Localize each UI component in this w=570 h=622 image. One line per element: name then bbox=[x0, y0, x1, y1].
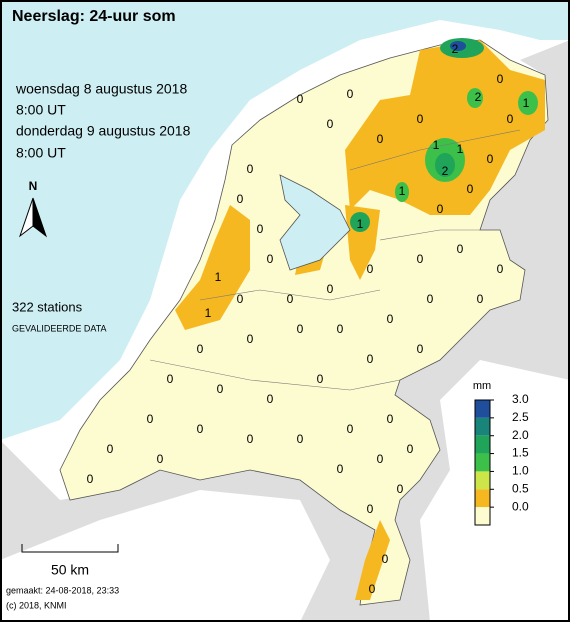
station-value: 0 bbox=[237, 292, 244, 306]
legend-tick-label: 2.5 bbox=[512, 410, 529, 424]
title: Neerslag: 24-uur som bbox=[12, 8, 176, 25]
station-value: 0 bbox=[407, 442, 414, 456]
legend-unit: mm bbox=[473, 380, 491, 392]
station-value: 0 bbox=[267, 392, 274, 406]
start-time: 8:00 UT bbox=[16, 102, 66, 118]
station-value: 1 bbox=[357, 217, 364, 231]
legend-swatch bbox=[475, 489, 490, 508]
legend-swatch bbox=[475, 471, 490, 490]
station-value: 0 bbox=[417, 342, 424, 356]
end-time: 8:00 UT bbox=[16, 145, 66, 161]
station-value: 0 bbox=[347, 87, 354, 101]
station-value: 0 bbox=[197, 342, 204, 356]
legend-tick-label: 1.0 bbox=[512, 464, 529, 478]
station-value: 0 bbox=[347, 422, 354, 436]
station-value: 0 bbox=[369, 582, 376, 596]
legend-tick-label: 1.5 bbox=[512, 446, 529, 460]
station-value: 0 bbox=[487, 152, 494, 166]
station-value: 0 bbox=[197, 422, 204, 436]
station-value: 1 bbox=[399, 184, 406, 198]
compass-label: N bbox=[29, 179, 38, 193]
station-value: 0 bbox=[497, 262, 504, 276]
legend-tick-label: 3.0 bbox=[512, 392, 529, 406]
station-value: 0 bbox=[157, 452, 164, 466]
station-value: 0 bbox=[437, 202, 444, 216]
station-value: 0 bbox=[247, 432, 254, 446]
legend-tick-label: 2.0 bbox=[512, 428, 529, 442]
legend-frame bbox=[474, 399, 491, 526]
station-value: 0 bbox=[297, 322, 304, 336]
station-value: 0 bbox=[382, 552, 389, 566]
legend-swatch bbox=[475, 507, 490, 525]
station-value: 0 bbox=[417, 112, 424, 126]
legend-tick-label: 0.0 bbox=[512, 499, 529, 513]
station-value: 0 bbox=[457, 242, 464, 256]
station-value: 0 bbox=[247, 162, 254, 176]
station-value: 2 bbox=[442, 164, 449, 178]
station-value: 2 bbox=[475, 90, 482, 104]
data-status: GEVALIDEERDE DATA bbox=[12, 323, 107, 333]
station-value: 0 bbox=[237, 192, 244, 206]
station-value: 0 bbox=[257, 222, 264, 236]
station-value: 0 bbox=[297, 92, 304, 106]
station-value: 0 bbox=[467, 182, 474, 196]
station-value: 1 bbox=[215, 270, 222, 284]
station-value: 0 bbox=[477, 292, 484, 306]
station-value: 0 bbox=[397, 482, 404, 496]
station-value: 0 bbox=[107, 442, 114, 456]
station-value: 0 bbox=[217, 382, 224, 396]
station-value: 0 bbox=[267, 252, 274, 266]
scale-bar bbox=[21, 544, 119, 553]
station-value: 0 bbox=[147, 412, 154, 426]
footer-made: gemaakt: 24-08-2018, 23:33 bbox=[6, 585, 119, 595]
station-value: 0 bbox=[367, 262, 374, 276]
station-value: 0 bbox=[387, 412, 394, 426]
station-value: 1 bbox=[457, 142, 464, 156]
start-day: woensdag 8 augustus 2018 bbox=[15, 81, 187, 97]
station-value: 1 bbox=[433, 138, 440, 152]
station-value: 0 bbox=[507, 112, 514, 126]
scale-label: 50 km bbox=[51, 562, 89, 578]
station-value: 0 bbox=[377, 452, 384, 466]
legend-tick-label: 0.5 bbox=[512, 481, 529, 495]
station-value: 0 bbox=[337, 462, 344, 476]
heavier-rain bbox=[350, 38, 538, 232]
station-value: 0 bbox=[167, 372, 174, 386]
ijsselmeer bbox=[279, 174, 351, 271]
station-value: 0 bbox=[87, 472, 94, 486]
station-value: 0 bbox=[247, 332, 254, 346]
station-value: 0 bbox=[327, 117, 334, 131]
station-value: 0 bbox=[297, 432, 304, 446]
station-value: 0 bbox=[387, 312, 394, 326]
footer-copyright: (c) 2018, KNMI bbox=[6, 600, 67, 610]
station-value: 0 bbox=[317, 372, 324, 386]
station-value: 2 bbox=[452, 42, 459, 56]
end-day: donderdag 9 augustus 2018 bbox=[16, 123, 191, 139]
station-value: 0 bbox=[497, 72, 504, 86]
neighbour-land bbox=[0, 40, 570, 622]
station-value: 0 bbox=[327, 282, 334, 296]
province-borders bbox=[149, 129, 521, 391]
legend: 3.0 2.5 2.0 1.5 1.0 0.5 0.0 bbox=[474, 392, 529, 526]
stations-count: 322 stations bbox=[12, 299, 83, 314]
station-value: 0 bbox=[417, 252, 424, 266]
station-value: 0 bbox=[287, 292, 294, 306]
legend-swatch bbox=[475, 453, 490, 472]
station-value: 0 bbox=[367, 352, 374, 366]
legend-swatch bbox=[475, 400, 490, 418]
station-value: 0 bbox=[377, 132, 384, 146]
station-value: 1 bbox=[523, 96, 530, 110]
compass-arrow-right bbox=[32, 197, 48, 238]
sea bbox=[0, 0, 570, 440]
station-value: 0 bbox=[337, 322, 344, 336]
legend-swatch bbox=[475, 417, 490, 436]
legend-swatch bbox=[475, 435, 490, 454]
station-value: 0 bbox=[367, 502, 374, 516]
station-value: 1 bbox=[205, 306, 212, 320]
station-value: 0 bbox=[427, 292, 434, 306]
